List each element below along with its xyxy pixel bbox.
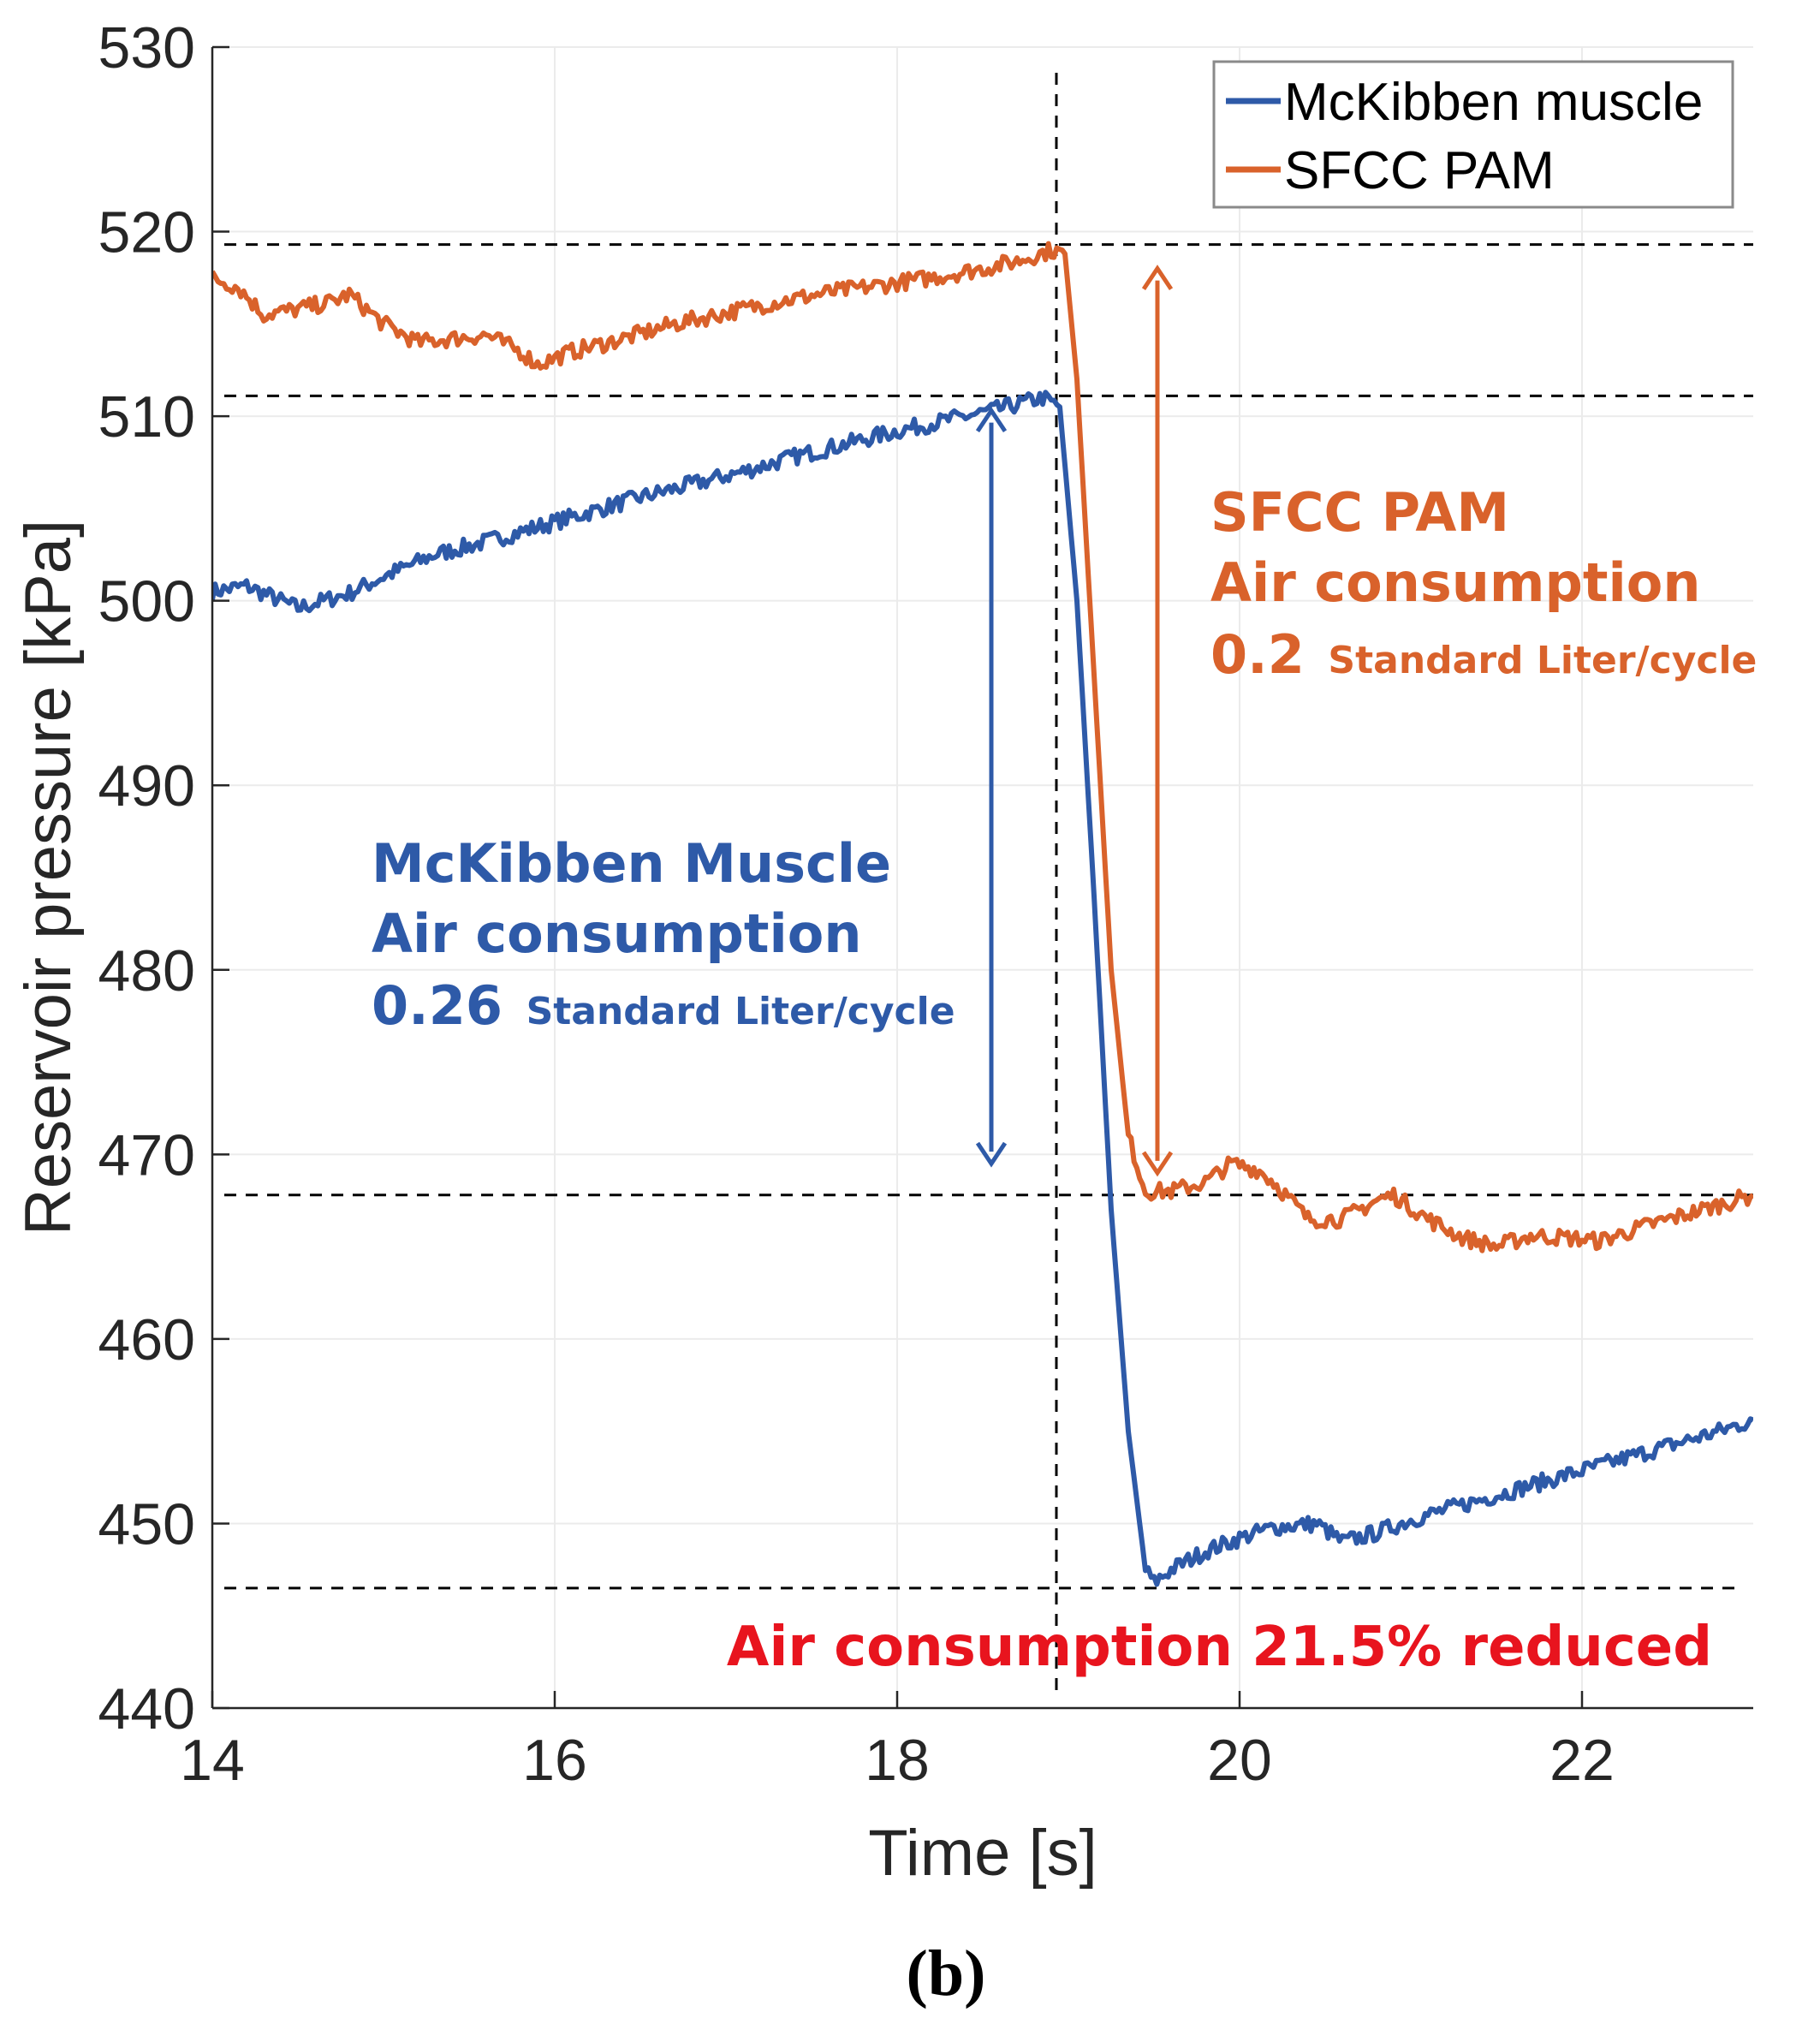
sfcc-ann-title: SFCC PAM — [1210, 481, 1509, 544]
x-tick-label: 18 — [865, 1728, 930, 1793]
x-axis-title: Time [s] — [868, 1817, 1097, 1890]
y-tick-label: 530 — [98, 15, 195, 80]
mckibben-arrow-head-top — [975, 407, 1008, 433]
y-axis-title: Reservoir pressure [kPa] — [12, 520, 85, 1235]
series-line-sfcc — [212, 241, 1753, 1253]
data-series — [212, 241, 1753, 1587]
x-tick-label: 14 — [180, 1728, 245, 1793]
sfcc-ann-unit: Standard Liter/cycle — [1328, 639, 1757, 682]
legend-label-mckibben: McKibben muscle — [1284, 73, 1703, 132]
sfcc-arrow-head-bottom — [1141, 1151, 1174, 1177]
x-tick-label: 22 — [1549, 1728, 1615, 1793]
y-tick-label: 510 — [98, 384, 195, 449]
series-line-mckibben — [212, 390, 1753, 1587]
tick-labels: 440 450 460 470 480 490 500 510 520 530 14 16 18 20 22 — [98, 15, 1615, 1793]
y-tick-label: 460 — [98, 1307, 195, 1372]
mckibben-ann-number: 0.26 — [372, 974, 503, 1037]
reference-lines — [224, 73, 1753, 1700]
figure-caption: (b) — [907, 1938, 986, 2009]
y-tick-label: 520 — [98, 200, 195, 265]
mckibben-ann-value: 0.26 Standard Liter/cycle — [372, 974, 955, 1037]
y-tick-label: 500 — [98, 569, 195, 634]
x-tick-label: 20 — [1207, 1728, 1272, 1793]
y-tick-label: 440 — [98, 1676, 195, 1741]
legend-label-sfcc: SFCC PAM — [1284, 141, 1555, 200]
x-tick-label: 16 — [522, 1728, 587, 1793]
sfcc-ann-value: 0.2 Standard Liter/cycle — [1210, 623, 1757, 686]
mckibben-ann-subtitle: Air consumption — [372, 902, 862, 965]
y-tick-label: 450 — [98, 1491, 195, 1557]
mckibben-ann-unit: Standard Liter/cycle — [526, 990, 955, 1033]
annotation-arrows — [975, 265, 1174, 1177]
legend-box — [1212, 60, 1734, 209]
sfcc-arrow-head-top — [1141, 265, 1174, 291]
mckibben-ann-title: McKibben Muscle — [372, 832, 891, 895]
mckibben-arrow-head-bottom — [975, 1141, 1008, 1168]
sfcc-ann-number: 0.2 — [1210, 623, 1305, 686]
legend: McKibben muscle SFCC PAM — [1212, 60, 1734, 209]
axes — [211, 45, 1753, 1710]
y-tick-label: 480 — [98, 938, 195, 1003]
y-tick-label: 470 — [98, 1122, 195, 1188]
sfcc-ann-subtitle: Air consumption — [1210, 551, 1701, 614]
annotations: McKibben Muscle Air consumption 0.26 Sta… — [372, 481, 1757, 1679]
y-tick-label: 490 — [98, 753, 195, 819]
reduction-ann: Air consumption 21.5% reduced — [727, 1616, 1712, 1679]
